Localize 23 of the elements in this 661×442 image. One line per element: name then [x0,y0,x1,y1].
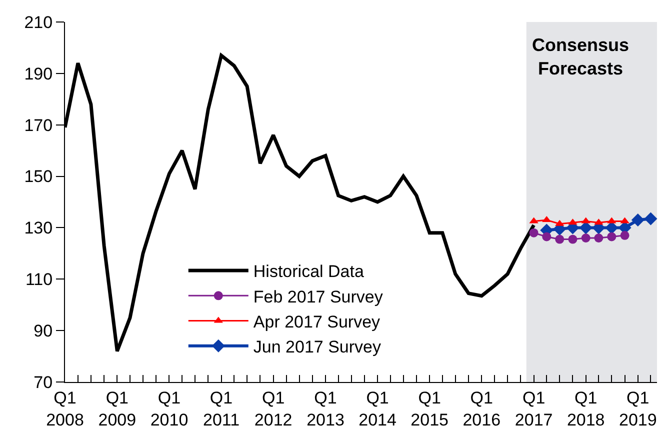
x-tick-label: Q1 2010 [150,388,188,430]
y-tick-label: 170 [24,116,53,135]
x-tick-label: Q1 2018 [566,388,605,430]
y-tick-label: 150 [24,167,53,186]
y-tick-label: 190 [24,64,53,84]
legend-label: Historical Data [253,262,364,282]
x-tick-label: Q1 2017 [514,388,553,430]
legend-label: Jun 2017 Survey [253,337,382,356]
y-tick-label: 130 [24,218,53,238]
y-tick-label: 210 [24,12,53,32]
x-tick-label: Q1 2016 [462,388,501,430]
band-label: Consensus Forecasts [532,35,630,78]
legend-label: Apr 2017 Survey [253,312,381,332]
y-tick-label: 110 [25,270,53,290]
x-tick-label: Q1 2009 [98,388,136,430]
x-tick-label: Q1 2013 [306,388,344,430]
x-tick-label: Q1 2011 [202,388,240,430]
x-tick-label: Q1 2015 [410,388,448,430]
legend-label: Feb 2017 Survey [253,287,384,306]
x-tick-label: Q1 2012 [254,388,292,430]
x-tick-label: Q1 2014 [358,388,396,430]
y-tick-label: 90 [34,322,53,341]
x-tick-label: Q1 2019 [618,388,657,430]
